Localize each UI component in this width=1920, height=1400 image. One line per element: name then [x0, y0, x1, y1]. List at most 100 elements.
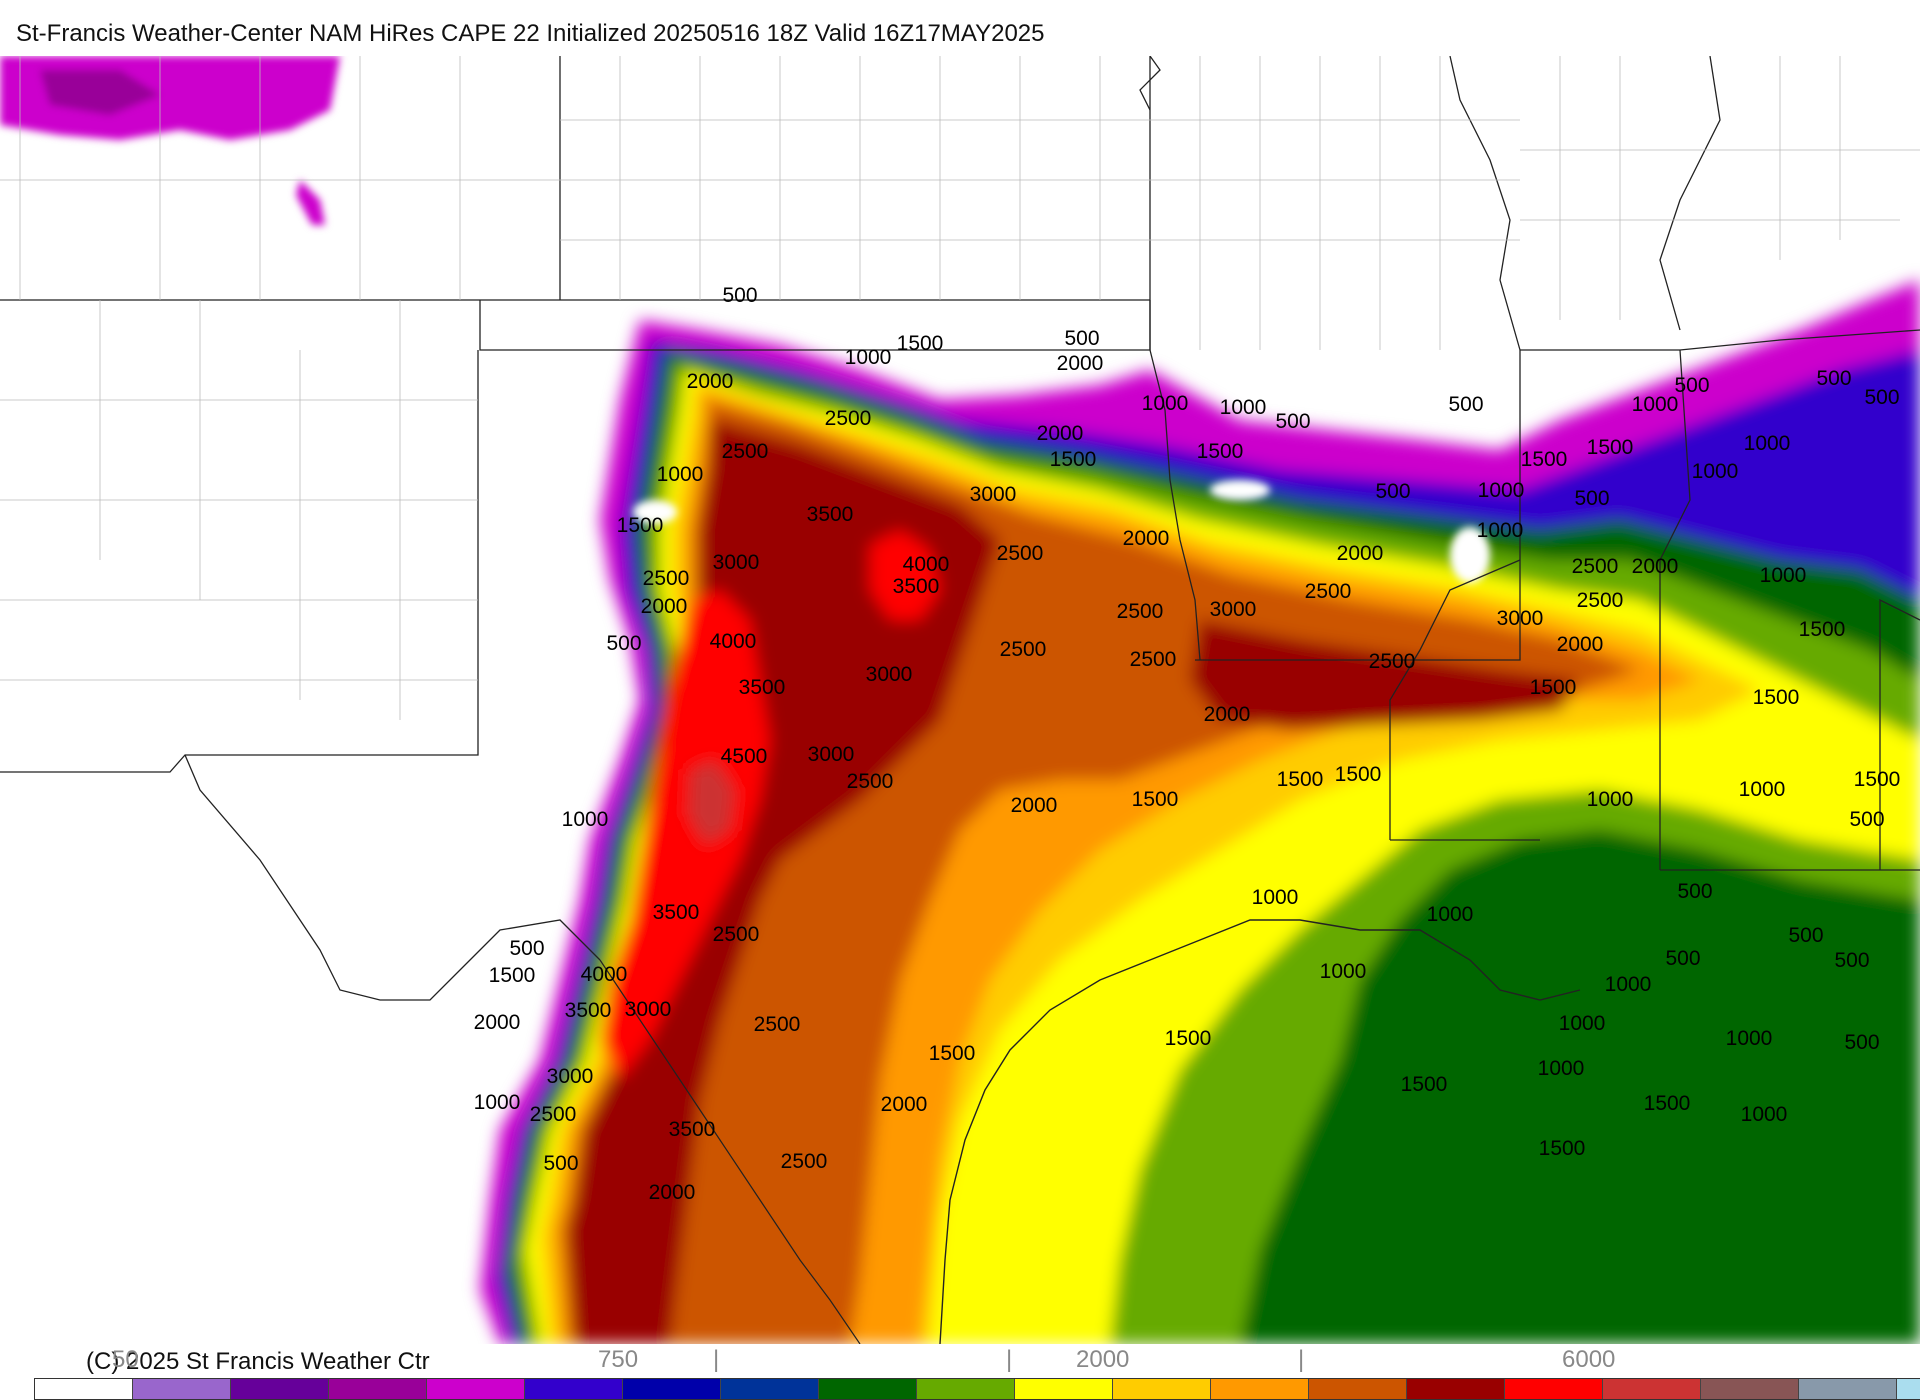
contour-label: 1000 — [1692, 460, 1739, 483]
contour-label: 2000 — [474, 1011, 521, 1034]
contour-label: 3500 — [739, 676, 786, 699]
pocket-arkansas — [1450, 527, 1490, 583]
contour-label: 1500 — [1165, 1027, 1212, 1050]
contour-label: 1500 — [1132, 788, 1179, 811]
contour-label: 2500 — [1369, 650, 1416, 673]
contour-label: 500 — [1834, 949, 1869, 972]
contour-label: 2000 — [1037, 422, 1084, 445]
contour-label: 500 — [1816, 367, 1851, 390]
contour-label: 1500 — [1587, 436, 1634, 459]
contour-label: 4000 — [581, 963, 628, 986]
contour-label: 1500 — [1530, 676, 1577, 699]
cape-band-red-core — [688, 760, 735, 845]
county-boundaries — [0, 56, 1920, 720]
legend-swatch — [231, 1379, 329, 1399]
contour-label: 2500 — [1305, 580, 1352, 603]
contour-label: 1000 — [1538, 1057, 1585, 1080]
contour-label: 3000 — [970, 483, 1017, 506]
contour-label: 500 — [1275, 410, 1310, 433]
legend-swatch — [1701, 1379, 1799, 1399]
contour-label: 500 — [1788, 924, 1823, 947]
contour-label: 500 — [1677, 880, 1712, 903]
contour-label: 1000 — [562, 808, 609, 831]
contour-label: 500 — [543, 1152, 578, 1175]
cape-map: 500 2000 1000 1500 500 2000 2500 2500 1000 2000 15… — [0, 56, 1920, 1344]
contour-label: 2500 — [754, 1013, 801, 1036]
cape-band-darkred — [568, 420, 1000, 1344]
contour-label: 500 — [1864, 386, 1899, 409]
contour-label: 1000 — [1741, 1103, 1788, 1126]
contour-label: 1000 — [1427, 903, 1474, 926]
cape-band-darkred-east — [1190, 620, 1580, 730]
contour-label: 500 — [1574, 487, 1609, 510]
legend-tick-label: | — [713, 1346, 720, 1373]
legend-swatch — [35, 1379, 133, 1399]
contour-label: 2500 — [1117, 600, 1164, 623]
state-boundaries — [0, 56, 1920, 1001]
contour-label: 1000 — [1726, 1027, 1773, 1050]
low-cape-pockets — [633, 480, 1490, 583]
contour-label: 500 — [1849, 808, 1884, 831]
contour-label: 3500 — [807, 503, 854, 526]
contour-label: 2000 — [1123, 527, 1170, 550]
legend-swatch — [721, 1379, 819, 1399]
contour-label: 3500 — [893, 575, 940, 598]
contour-label: 1500 — [1401, 1073, 1448, 1096]
contour-label: 1000 — [1142, 392, 1189, 415]
contour-label: 2500 — [825, 407, 872, 430]
contour-label: 500 — [606, 632, 641, 655]
contour-label: 1500 — [929, 1042, 976, 1065]
legend-swatch — [1407, 1379, 1505, 1399]
contour-label: 500 — [1674, 374, 1709, 397]
contour-label: 3000 — [808, 743, 855, 766]
contour-label: 1000 — [657, 463, 704, 486]
contour-label: 500 — [1844, 1031, 1879, 1054]
contour-label: 2000 — [1632, 555, 1679, 578]
contour-label: 2000 — [1557, 633, 1604, 656]
contour-label: 2000 — [641, 595, 688, 618]
legend-swatch — [1505, 1379, 1603, 1399]
northwest-cape-blob — [0, 56, 340, 225]
legend-swatch — [1309, 1379, 1407, 1399]
contour-label: 1000 — [1252, 886, 1299, 909]
cape-field — [480, 280, 1920, 1344]
contour-label: 3000 — [866, 663, 913, 686]
cape-band-red — [600, 590, 770, 1080]
legend-tick-label: 2000 — [1076, 1346, 1130, 1373]
contour-label: 2000 — [1337, 542, 1384, 565]
contour-label: 2500 — [1000, 638, 1047, 661]
legend-tick-label: 750 — [598, 1346, 639, 1373]
contour-label: 1500 — [1644, 1092, 1691, 1115]
contour-label: 1000 — [1220, 396, 1267, 419]
contour-label: 1000 — [1478, 479, 1525, 502]
legend-colorbar — [34, 1378, 1920, 1400]
contour-label: 1000 — [1760, 564, 1807, 587]
contour-label: 2500 — [530, 1103, 577, 1126]
legend-swatch — [525, 1379, 623, 1399]
legend-swatch — [1603, 1379, 1701, 1399]
legend-swatch — [1799, 1379, 1897, 1399]
contour-label: 3000 — [1497, 607, 1544, 630]
contour-label: 2500 — [643, 567, 690, 590]
pocket-panhandle — [633, 500, 677, 524]
contour-label: 1500 — [897, 332, 944, 355]
contour-label: 500 — [1375, 480, 1410, 503]
legend-swatch — [329, 1379, 427, 1399]
legend-swatch — [1015, 1379, 1113, 1399]
contour-label: 4000 — [710, 630, 757, 653]
contour-label: 1500 — [1335, 763, 1382, 786]
contour-label: 2000 — [1057, 352, 1104, 375]
contour-label: 500 — [1448, 393, 1483, 416]
contour-label: 3500 — [653, 901, 700, 924]
contour-label: 2500 — [1130, 648, 1177, 671]
contour-label: 1000 — [845, 346, 892, 369]
legend-swatch — [1113, 1379, 1211, 1399]
contour-label: 2500 — [713, 923, 760, 946]
contour-label: 2500 — [847, 770, 894, 793]
legend-tick-label: | — [1298, 1346, 1305, 1373]
contour-label: 1500 — [1539, 1137, 1586, 1160]
contour-label: 500 — [1064, 327, 1099, 350]
contour-label: 3000 — [547, 1065, 594, 1088]
